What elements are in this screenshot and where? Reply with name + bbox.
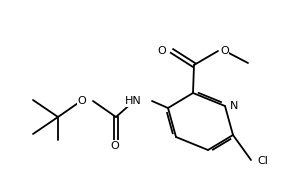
Text: O: O bbox=[220, 46, 229, 56]
Text: HN: HN bbox=[125, 96, 142, 106]
Text: O: O bbox=[157, 46, 166, 56]
Text: Cl: Cl bbox=[257, 156, 268, 166]
Text: N: N bbox=[230, 101, 238, 111]
Text: O: O bbox=[111, 141, 119, 151]
Text: O: O bbox=[77, 96, 86, 106]
